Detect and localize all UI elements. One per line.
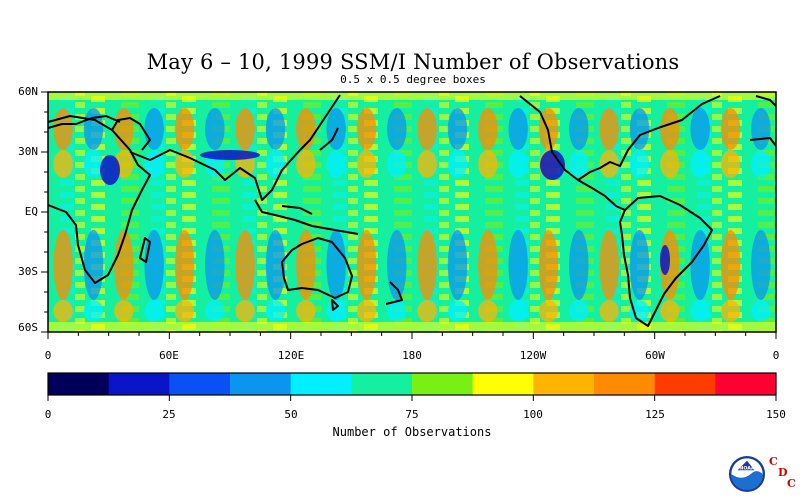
colorbar-segment	[108, 373, 170, 395]
colorbar-segment	[654, 373, 716, 395]
map-title: May 6 – 10, 1999 SSM/I Number of Observa…	[146, 50, 680, 74]
lon-label-60w: 60W	[645, 349, 665, 362]
colorbar	[47, 372, 777, 401]
colorbar-label-0: 0	[44, 408, 52, 421]
cdc-letter-c2: C	[787, 477, 796, 490]
lat-label-eq: EQ	[24, 205, 38, 218]
noaa-logo-text: NOAA	[739, 466, 755, 472]
lon-label-120e: 120E	[277, 349, 305, 362]
colorbar-segment	[412, 373, 474, 395]
colorbar-segment	[472, 373, 534, 395]
observation-field	[48, 92, 776, 332]
colorbar-segment	[533, 373, 595, 395]
colorbar-label-100: 100	[523, 408, 543, 421]
colorbar-label-150: 150	[766, 408, 786, 421]
colorbar-segment	[48, 373, 110, 395]
coastlines	[47, 94, 777, 327]
lon-label-0-east: 0	[772, 349, 780, 362]
colorbar-label-50: 50	[284, 408, 298, 421]
colorbar-label-25: 25	[162, 408, 176, 421]
lon-label-180: 180	[402, 349, 422, 362]
lon-label-120w: 120W	[519, 349, 547, 362]
colorbar-label-125: 125	[645, 408, 665, 421]
colorbar-title: Number of Observations	[332, 425, 492, 439]
lon-label-60e: 60E	[159, 349, 179, 362]
colorbar-label-75: 75	[405, 408, 419, 421]
lon-label-0: 0	[44, 349, 52, 362]
colorbar-segment	[230, 373, 292, 395]
colorbar-segment	[351, 373, 413, 395]
cdc-letter-d: D	[778, 466, 788, 479]
colorbar-segment	[594, 373, 656, 395]
lat-label-60s: 60S	[18, 321, 38, 334]
map-subtitle: 0.5 x 0.5 degree boxes	[340, 73, 486, 86]
noaa-logo: NOAA	[728, 455, 766, 493]
lat-label-30n: 30N	[18, 145, 38, 158]
colorbar-segment	[290, 373, 352, 395]
colorbar-segment	[169, 373, 231, 395]
lat-label-60n: 60N	[18, 85, 38, 98]
lat-label-30s: 30S	[18, 265, 38, 278]
colorbar-segment	[715, 373, 777, 395]
cdc-letter-c1: C	[769, 455, 778, 468]
